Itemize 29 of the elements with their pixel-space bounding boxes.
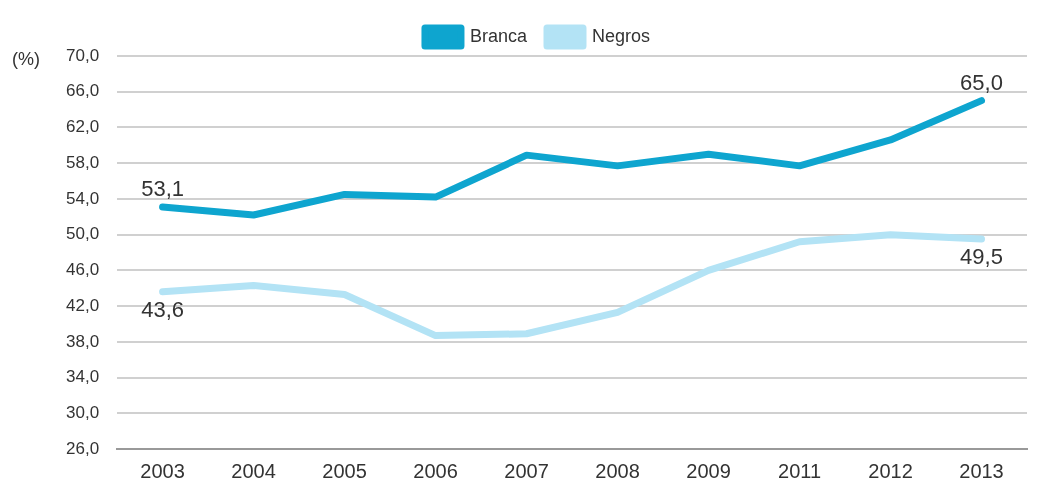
x-tick-label: 2009 [686, 459, 731, 482]
y-tick-label: 50,0 [65, 224, 100, 244]
y-tick-label: 62,0 [65, 117, 100, 137]
y-tick-label: 54,0 [65, 188, 100, 208]
y-tick-label: 42,0 [65, 295, 100, 315]
y-axis-title: (%) [12, 48, 40, 69]
data-label: 49,5 [960, 244, 1003, 270]
x-tick-label: 2008 [595, 459, 640, 482]
y-tick-label: 30,0 [65, 402, 100, 422]
y-tick-label: 38,0 [65, 331, 100, 351]
x-tick-label: 2005 [322, 459, 367, 482]
x-tick-label: 2013 [959, 459, 1004, 482]
data-label: 53,1 [141, 176, 184, 202]
legend-label: Branca [469, 25, 528, 46]
x-tick-label: 2003 [140, 459, 185, 482]
y-tick-label: 58,0 [65, 152, 100, 172]
y-tick-label: 66,0 [65, 81, 100, 101]
data-label: 43,6 [141, 296, 184, 322]
x-tick-label: 2007 [504, 459, 549, 482]
y-tick-label: 46,0 [65, 260, 100, 280]
legend-label: Negros [592, 25, 651, 46]
y-tick-label: 26,0 [65, 438, 100, 458]
x-tick-label: 2006 [413, 459, 458, 482]
y-tick-label: 34,0 [65, 367, 100, 387]
x-tick-label: 2004 [231, 459, 276, 482]
x-tick-label: 2012 [868, 459, 913, 482]
data-label: 65,0 [960, 69, 1003, 95]
x-tick-label: 2011 [778, 459, 822, 482]
y-tick-label: 70,0 [65, 45, 100, 65]
